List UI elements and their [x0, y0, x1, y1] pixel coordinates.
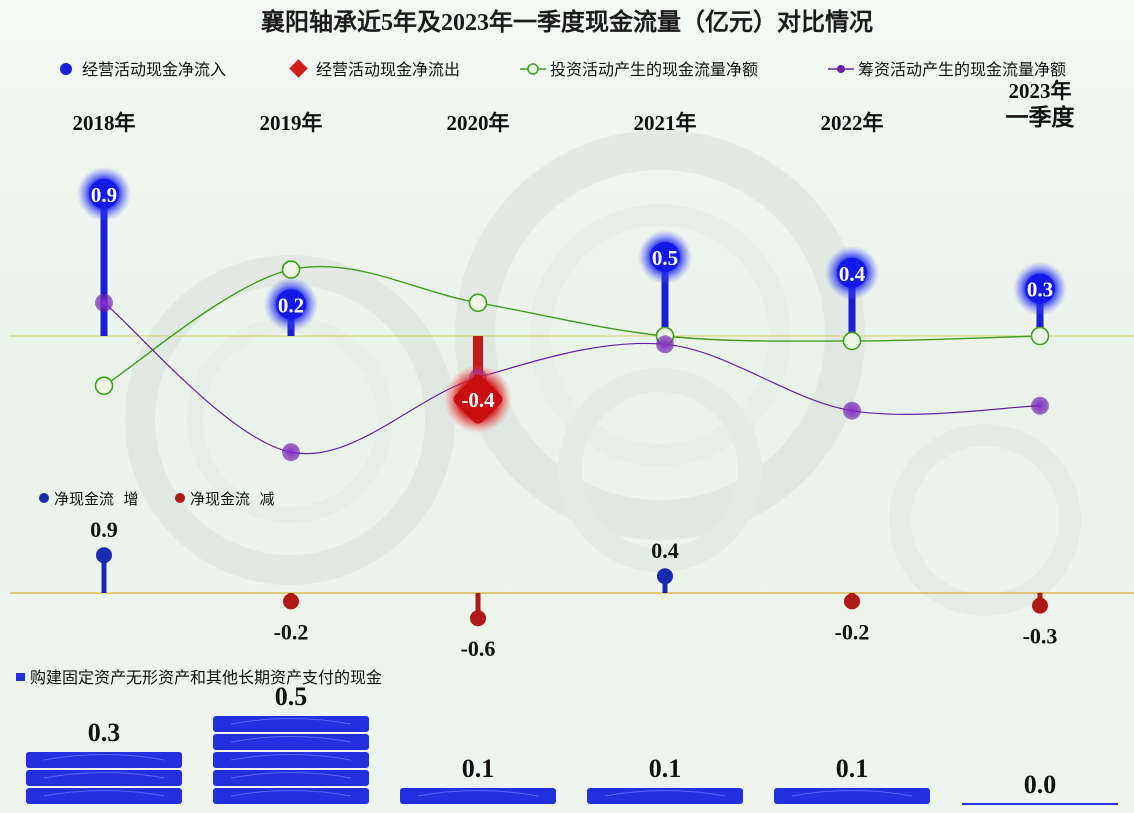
financing-point: [282, 443, 300, 462]
capex-bar-highlight: [43, 772, 165, 779]
legend-capex-label: 购建固定资产无形资产和其他长期资产支付的现金: [30, 668, 382, 687]
legend-inflow-marker: [60, 63, 72, 75]
net-cash-value-label: -0.3: [1023, 624, 1058, 649]
capex-series: 0.3 0.5 0.1 0.1 0.1 0.0: [26, 682, 1118, 805]
net-cash-value-label: 0.9: [90, 517, 118, 542]
investing-point: [281, 260, 301, 279]
operating-markers: 0.9 0.2 -0.4 0.5 0.4 0.3: [77, 166, 1067, 434]
category-label: 2019年: [260, 111, 323, 135]
capex-bar: [26, 752, 182, 768]
capex-bar-highlight: [604, 790, 726, 797]
category-label: 2023年一季度: [1006, 79, 1076, 130]
capex-value-label: 0.1: [836, 754, 869, 783]
operating-value-label: 0.4: [839, 262, 866, 286]
capex-value-label: 0.1: [649, 754, 682, 783]
net-cash-decrease-point: [283, 593, 299, 610]
legend-investing-label: 投资活动产生的现金流量净额: [550, 60, 758, 79]
capex-bar: [400, 788, 556, 804]
capex-bar-highlight: [230, 718, 352, 725]
capex-bar-highlight: [417, 790, 539, 797]
investing-line: [103, 265, 1041, 387]
operating-stems: [100, 193, 1044, 400]
net-cash-value-label: -0.6: [461, 636, 496, 661]
capex-bar: [213, 716, 369, 732]
investing-point: [1030, 326, 1050, 346]
legend-investing-marker: [527, 63, 539, 75]
net-cash-decrease-point: [1032, 597, 1048, 614]
capex-bar: [587, 788, 743, 804]
legend-outflow-label: 经营活动现金净流出: [316, 60, 460, 79]
financing-line: [103, 302, 1041, 455]
operating-inflow-core: [837, 257, 867, 288]
net-cash-decrease-point: [844, 593, 860, 610]
investing-point: [468, 293, 488, 313]
capex-bar: [774, 788, 930, 804]
capex-bar-highlight: [230, 790, 352, 797]
operating-value-label: 0.9: [91, 183, 117, 207]
operating-inflow-core: [650, 242, 680, 272]
net-cash-value-label: 0.4: [651, 538, 679, 563]
net-cash-increase-point: [657, 568, 673, 585]
legend-financing-label: 筹资活动产生的现金流量净额: [858, 60, 1066, 79]
capex-bar: [213, 734, 369, 750]
capex-bar: [213, 770, 369, 786]
capex-bar-highlight: [230, 772, 352, 779]
capex-value-label: 0.5: [275, 682, 308, 711]
capex-value-label: 0.0: [1024, 770, 1057, 799]
legend-net-increase-marker: [39, 493, 49, 503]
capex-bar: [26, 788, 182, 804]
capex-value-label: 0.1: [462, 754, 495, 783]
capex-bar: [962, 803, 1118, 805]
net-cash-increase-point: [96, 547, 112, 564]
investing-point: [842, 331, 862, 351]
category-labels: 2018年 2019年 2020年 2021年 2022年 2023年一季度: [73, 79, 1076, 135]
legend-net-cash: 净现金流 增 净现金流 减: [39, 490, 275, 508]
financing-point: [1031, 396, 1049, 415]
category-label: 2022年: [821, 111, 884, 135]
capex-bar-highlight: [230, 736, 352, 743]
operating-inflow-core: [276, 289, 306, 320]
operating-value-label: 0.3: [1027, 278, 1053, 302]
operating-value-label: 0.2: [278, 293, 304, 317]
operating-inflow-core: [89, 178, 119, 209]
operating-value-label: 0.5: [652, 246, 678, 270]
legend-net-increase-label: 净现金流 增: [54, 490, 139, 508]
financing-point: [656, 335, 674, 354]
bearing-watermark: [125, 130, 1081, 616]
category-label: 2018年: [73, 111, 136, 135]
legend-capex-marker: [16, 673, 25, 681]
operating-outflow-marker: [453, 374, 503, 424]
legend-inflow-label: 经营活动现金净流入: [82, 60, 226, 79]
investing-point: [94, 376, 114, 396]
capex-bar: [213, 788, 369, 804]
capex-bar: [26, 770, 182, 786]
category-label: 2021年: [634, 111, 697, 135]
legend-net-decrease-marker: [175, 493, 185, 503]
category-label: 2020年: [447, 111, 510, 135]
net-cash-value-label: -0.2: [274, 619, 309, 644]
legend-outflow-marker: [289, 59, 308, 78]
chart-title: 襄阳轴承近5年及2023年一季度现金流量（亿元）对比情况: [260, 8, 873, 36]
legend-financing-marker: [837, 65, 845, 73]
capex-bar-highlight: [43, 790, 165, 797]
financing-point: [843, 401, 861, 420]
legend-net-decrease-label: 净现金流 减: [190, 490, 275, 508]
legend-top: 经营活动现金净流入 经营活动现金净流出 投资活动产生的现金流量净额 筹资活动产生…: [60, 59, 1066, 79]
capex-value-label: 0.3: [88, 718, 121, 747]
net-cash-decrease-point: [470, 610, 486, 627]
capex-bar-highlight: [791, 790, 913, 797]
operating-value-label: -0.4: [461, 388, 495, 412]
capex-bar-highlight: [230, 754, 352, 761]
net-cash-series: 0.9 -0.2 -0.6 0.4 -0.2 -0.3: [90, 517, 1057, 661]
operating-inflow-core: [1025, 273, 1055, 304]
financing-point: [95, 293, 113, 312]
capex-bar: [213, 752, 369, 768]
net-cash-value-label: -0.2: [835, 619, 870, 644]
legend-capex: 购建固定资产无形资产和其他长期资产支付的现金: [16, 668, 382, 687]
capex-bar-highlight: [43, 754, 165, 761]
